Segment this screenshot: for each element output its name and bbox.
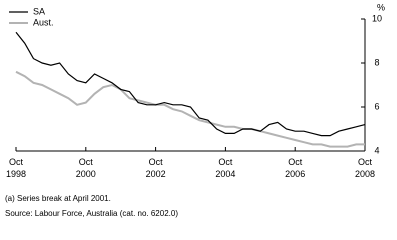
source-note: Source: Labour Force, Australia (cat. no… [5,209,178,218]
y-tick-label: 10 [372,13,382,23]
chart: % (a) Series break at April 2001. Source… [5,2,385,218]
x-tick-label: Oct 2000 [76,157,96,179]
x-tick-label: Oct 1998 [6,157,26,179]
y-axis-label: % [377,2,385,12]
legend-label: Aust. [33,17,54,27]
y-tick-label: 8 [374,57,379,67]
line-series [15,70,365,148]
y-tick-label: 6 [374,101,379,111]
legend-label: SA [33,6,45,16]
page: % (a) Series break at April 2001. Source… [5,2,386,219]
x-tick-label: Oct 2004 [215,157,235,179]
x-tick-label: Oct 2006 [285,157,305,179]
x-tick-label: Oct 2008 [355,157,375,179]
y-tick-label: 4 [374,145,379,155]
line-series [15,31,366,137]
x-tick-label: Oct 2002 [146,157,166,179]
footnote: (a) Series break at April 2001. [5,194,111,203]
